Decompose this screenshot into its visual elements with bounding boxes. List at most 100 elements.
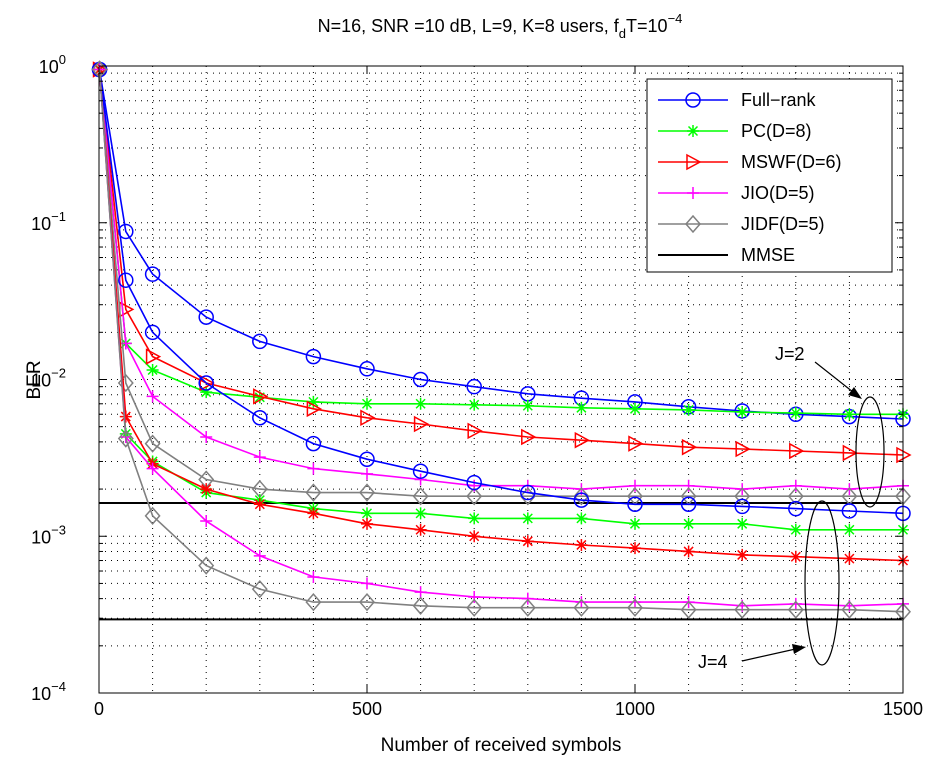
legend-marker [685, 92, 701, 108]
data-point [307, 570, 320, 583]
legend-marker [687, 187, 699, 199]
j4-group-ellipse [804, 500, 840, 666]
data-point [788, 500, 804, 517]
data-point [252, 333, 268, 350]
data-point [573, 598, 590, 617]
y-tick-label-exponent: −4 [51, 679, 66, 694]
data-point [841, 503, 858, 519]
data-point [682, 517, 695, 530]
data-point [575, 512, 588, 525]
data-point [359, 451, 375, 467]
legend-item: MMSE [658, 245, 795, 265]
mmse-lines [99, 501, 903, 621]
data-point [682, 479, 695, 492]
data-point [414, 397, 427, 410]
data-point [144, 506, 161, 525]
data-point [574, 431, 590, 449]
j2-arrow-head [848, 387, 862, 399]
data-point [629, 517, 641, 530]
data-point [361, 507, 373, 520]
chart-title-subscript: d [619, 26, 626, 41]
data-point [789, 442, 805, 460]
legend-label: MSWF(D=6) [741, 152, 842, 172]
data-point [359, 361, 375, 377]
data-point [305, 483, 322, 502]
y-tick-label-base: 10 [31, 684, 51, 704]
series-J4-5 [91, 61, 911, 522]
data-point [466, 598, 483, 617]
data-point [682, 403, 695, 416]
data-point [467, 422, 483, 440]
data-point [200, 430, 213, 443]
data-point [575, 401, 588, 414]
data-point [414, 523, 427, 536]
legend-item: PC(D=8) [658, 121, 812, 141]
data-point [736, 406, 749, 419]
data-point [789, 479, 802, 492]
data-point [146, 363, 159, 376]
j2-arrow-line [814, 361, 859, 397]
y-tick-label: 100 [39, 52, 66, 77]
chart-title-mid: T=10 [626, 16, 668, 36]
data-point [307, 462, 320, 475]
data-point [627, 598, 643, 617]
annotations: J=2 J=4 [698, 344, 885, 672]
x-tick-label: 1500 [883, 699, 923, 719]
data-point [412, 463, 429, 479]
data-point [306, 400, 322, 418]
x-tick-label: 500 [352, 699, 382, 719]
data-point [521, 535, 534, 548]
data-point [144, 266, 161, 282]
series-line [98, 69, 904, 613]
data-point [200, 483, 213, 496]
legend-marker [687, 125, 699, 137]
legend: Full−rank PC(D=8) MSWF(D=6) JIO(D=5) JIDF(D=… [646, 78, 893, 273]
data-point [521, 399, 534, 412]
data-point [146, 390, 159, 403]
data-point [359, 592, 375, 612]
data-point [144, 434, 161, 453]
data-point [789, 550, 802, 563]
data-point [251, 579, 268, 599]
legend-label: PC(D=8) [741, 121, 812, 141]
data-point [466, 474, 482, 491]
legend-marker [685, 214, 701, 234]
data-point [466, 378, 482, 395]
data-point [307, 507, 320, 520]
legend-label: JIO(D=5) [741, 183, 815, 203]
data-point [118, 272, 134, 288]
data-point [734, 600, 751, 619]
data-point [520, 484, 536, 501]
data-point [734, 498, 750, 515]
y-axis-label: BER [24, 360, 45, 399]
series-J2-2 [92, 61, 912, 464]
series-line [98, 69, 904, 515]
x-axis-label: Number of received symbols [381, 735, 622, 756]
y-tick-label: 10−2 [31, 366, 66, 391]
data-point [841, 600, 858, 619]
data-point [575, 596, 588, 609]
y-tick-label-exponent: −1 [51, 209, 66, 224]
data-point [91, 60, 108, 79]
data-point [787, 600, 804, 619]
y-tick-label: 10−3 [31, 522, 66, 547]
data-point [119, 410, 132, 423]
data-point [253, 388, 269, 405]
data-point [843, 523, 856, 536]
data-point [734, 487, 751, 506]
data-point [361, 517, 373, 530]
legend-marker [686, 153, 702, 171]
data-point [414, 473, 427, 486]
data-point [414, 586, 427, 599]
data-point [146, 462, 159, 475]
legend-label: JIDF(D=5) [741, 214, 825, 234]
y-tick-label: 10−1 [31, 209, 66, 234]
data-point [629, 402, 641, 415]
data-point [843, 552, 856, 565]
legend-item: JIDF(D=5) [658, 214, 825, 234]
y-tick-label-base: 10 [31, 214, 51, 234]
y-tick-label-exponent: 0 [59, 52, 66, 67]
data-point [789, 597, 802, 610]
legend-item: Full−rank [658, 90, 817, 110]
data-point [305, 592, 322, 612]
